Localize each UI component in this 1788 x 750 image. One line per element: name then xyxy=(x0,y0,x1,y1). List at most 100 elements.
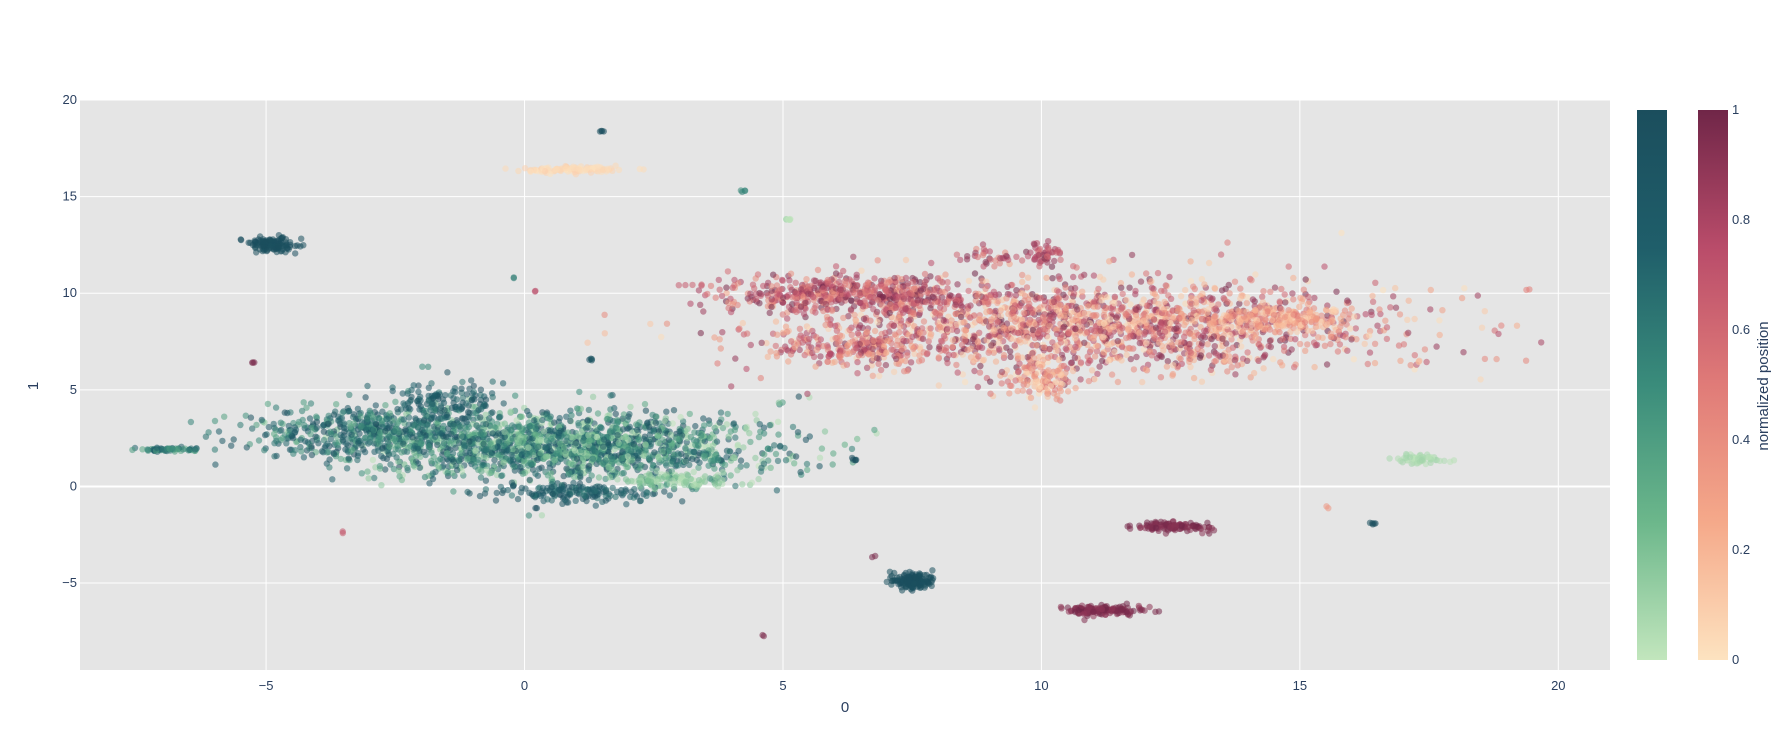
scatter-point xyxy=(1207,366,1215,373)
scatter-point xyxy=(700,308,707,315)
scatter-point xyxy=(1278,285,1285,293)
scatter-point xyxy=(1205,259,1213,267)
scatter-point xyxy=(1004,283,1011,290)
scatter-point xyxy=(1067,359,1075,367)
scatter-point xyxy=(469,390,476,397)
scatter-point xyxy=(953,361,960,369)
scatter-point xyxy=(830,450,837,457)
scatter-point xyxy=(976,329,983,336)
scatter-point xyxy=(527,460,534,467)
scatter-point xyxy=(676,436,683,443)
scatter-point xyxy=(458,385,465,392)
scatter-point xyxy=(1194,345,1202,352)
scatter-point xyxy=(670,407,678,414)
scatter-point xyxy=(615,425,622,433)
scatter-point xyxy=(961,318,968,326)
scatter-point xyxy=(1406,454,1414,461)
scatter-point xyxy=(450,458,457,465)
scatter-point xyxy=(714,457,721,464)
scatter-point xyxy=(1411,315,1418,323)
scatter-point xyxy=(746,430,753,437)
scatter-point xyxy=(429,411,436,419)
scatter-point xyxy=(571,447,579,454)
scatter-point xyxy=(301,422,308,429)
scatter-point xyxy=(724,268,732,275)
scatter-point xyxy=(767,446,774,453)
scatter-point xyxy=(363,424,370,431)
scatter-point xyxy=(642,441,649,448)
scatter-point xyxy=(869,372,876,379)
scatter-point xyxy=(488,468,496,475)
scatter-point xyxy=(1077,376,1084,383)
scatter-point xyxy=(465,423,472,431)
scatter-point xyxy=(1118,357,1125,364)
scatter-point xyxy=(701,452,709,459)
scatter-point xyxy=(767,464,774,471)
scatter-point xyxy=(1302,276,1309,283)
scatter-point xyxy=(663,408,670,415)
scatter-point xyxy=(1049,275,1056,282)
scatter-point xyxy=(1439,307,1446,314)
scatter-point xyxy=(1399,459,1406,466)
scatter-point xyxy=(1421,346,1429,353)
scatter-point xyxy=(890,322,898,329)
scatter-point xyxy=(477,386,485,393)
scatter-point xyxy=(404,464,411,472)
scatter-point xyxy=(625,446,632,453)
scatter-point xyxy=(612,410,619,418)
scatter-point xyxy=(526,411,533,419)
scatter-point xyxy=(1291,364,1298,371)
scatter-point xyxy=(1096,363,1103,370)
scatter-point xyxy=(276,427,283,435)
scatter-point xyxy=(1371,340,1379,347)
scatter-point xyxy=(1392,304,1400,311)
scatter-point xyxy=(1234,362,1241,369)
scatter-point xyxy=(1217,251,1225,258)
scatter-point xyxy=(477,406,485,413)
scatter-point xyxy=(580,437,587,445)
scatter-point xyxy=(1321,342,1329,349)
scatter-point xyxy=(1123,296,1130,304)
scatter-point xyxy=(890,368,898,376)
scatter-point xyxy=(517,489,525,496)
scatter-point xyxy=(965,277,973,285)
scatter-point xyxy=(292,250,299,257)
scatter-point xyxy=(1369,298,1377,305)
scatter-point xyxy=(528,491,536,498)
scatter-point xyxy=(572,487,580,494)
scatter-point xyxy=(444,469,451,477)
scatter-point xyxy=(472,447,479,454)
scatter-point xyxy=(794,429,802,436)
scatter-point xyxy=(1433,343,1440,350)
scatter-point xyxy=(1021,338,1029,345)
scatter-point xyxy=(269,236,277,243)
scatter-point xyxy=(562,450,570,457)
scatter-point xyxy=(399,390,406,397)
scatter-point xyxy=(462,449,469,457)
scatter-point xyxy=(482,402,489,409)
scatter-point xyxy=(507,408,514,415)
scatter-point xyxy=(1289,290,1296,297)
scatter-point xyxy=(1277,359,1284,366)
scatter-point xyxy=(1405,329,1412,336)
scatter-point xyxy=(1007,353,1014,361)
scatter-point xyxy=(466,431,473,438)
scatter-point xyxy=(967,314,974,321)
scatter-point xyxy=(976,369,984,376)
scatter-point xyxy=(418,440,425,447)
scatter-point xyxy=(1010,313,1017,320)
scatter-point xyxy=(1019,321,1027,328)
scatter-point xyxy=(348,431,355,438)
scatter-point xyxy=(1416,357,1423,364)
scatter-point xyxy=(605,441,612,448)
scatter-point xyxy=(1282,299,1289,306)
scatter-point xyxy=(1117,306,1125,313)
scatter-point xyxy=(569,461,577,468)
scatter-point xyxy=(920,318,928,325)
scatter-point xyxy=(330,450,338,458)
scatter-point xyxy=(1104,318,1111,325)
scatter-point xyxy=(275,242,282,250)
scatter-point xyxy=(714,360,721,367)
scatter-point xyxy=(504,446,511,454)
scatter-point xyxy=(567,417,574,425)
